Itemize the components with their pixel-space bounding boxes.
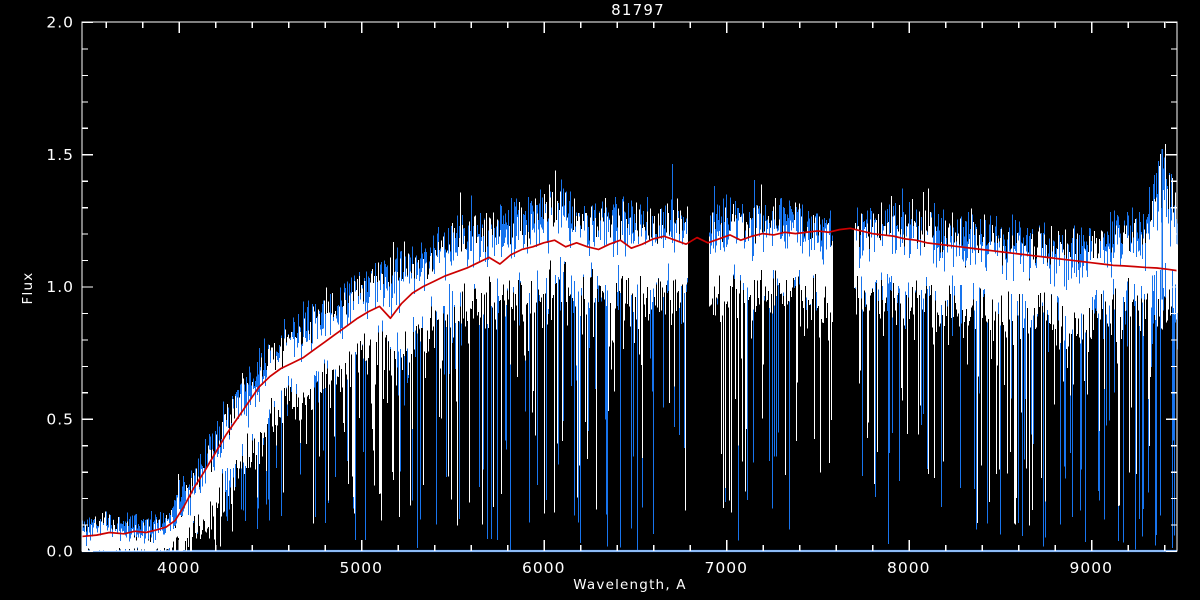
y-tick-label: 0.5 — [46, 410, 74, 428]
tick-labels: 4000 5000 6000 7000 8000 9000 0.0 0.5 1.0 1.5 2.0 — [46, 14, 1112, 578]
x-tick-label: 4000 — [157, 559, 200, 577]
data-layers — [81, 144, 1179, 553]
x-axis-label: Wavelength, A — [573, 577, 687, 593]
x-tick-label: 8000 — [887, 559, 930, 577]
x-tick-label: 6000 — [522, 559, 565, 577]
y-axis-label: Flux — [20, 272, 36, 305]
axes-frame — [81, 21, 1178, 553]
page-title: 81797 — [611, 1, 665, 19]
model-continuum-line — [81, 227, 1178, 538]
x-tick-label: 7000 — [704, 559, 747, 577]
y-tick-label: 2.0 — [46, 14, 74, 32]
x-tick-label: 5000 — [339, 559, 382, 577]
y-tick-label: 0.0 — [46, 543, 74, 561]
y-tick-label: 1.5 — [46, 146, 74, 164]
y-tick-label: 1.0 — [46, 278, 74, 296]
observed-spectrum-white — [82, 144, 1178, 551]
x-tick-label: 9000 — [1069, 559, 1112, 577]
